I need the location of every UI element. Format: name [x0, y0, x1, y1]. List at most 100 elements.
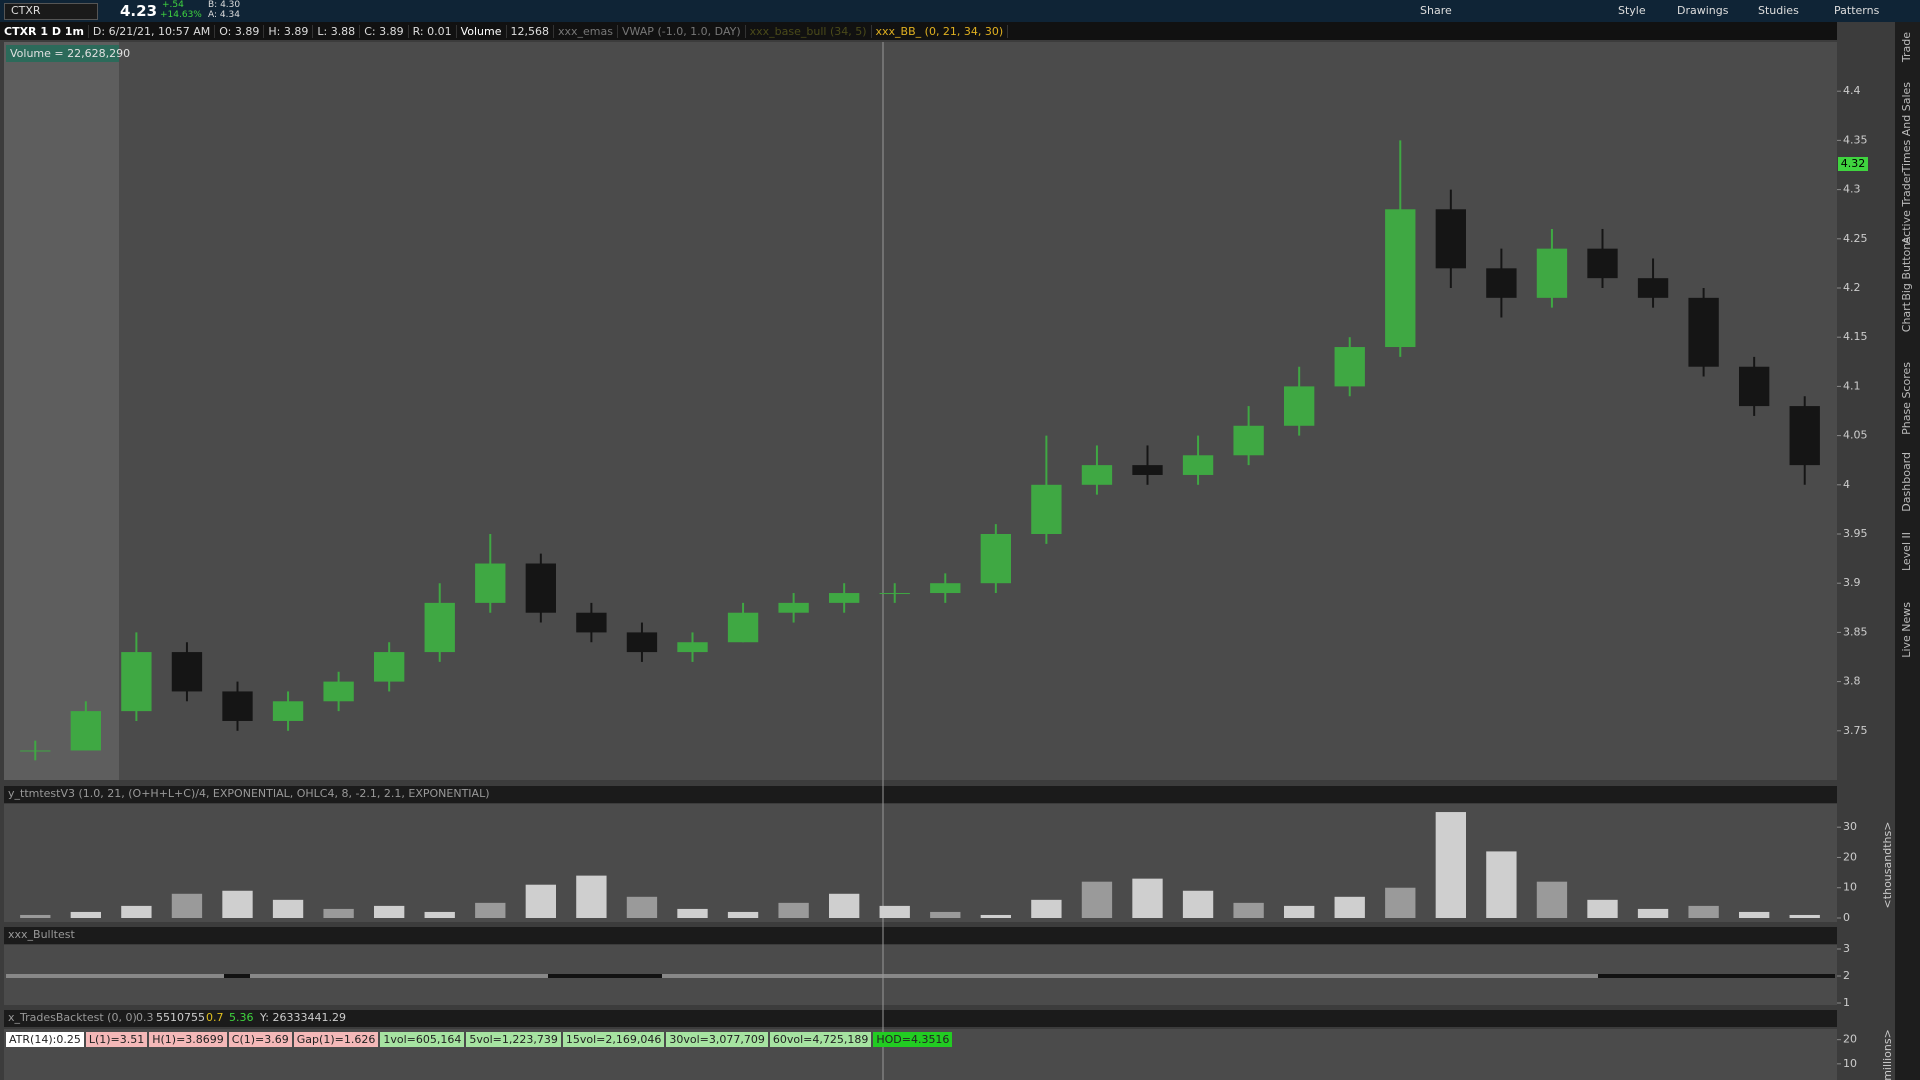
candle-body	[1132, 465, 1163, 475]
stat: Gap(1)=1.626	[293, 1032, 379, 1047]
histogram-bar	[1739, 911, 1770, 918]
candle-body	[323, 681, 354, 702]
stat: C(1)=3.69	[228, 1032, 292, 1047]
candle-body	[1385, 209, 1416, 348]
histogram-bar	[475, 902, 506, 918]
histogram-bar	[121, 905, 152, 918]
backtest-field: 5.36	[229, 1011, 254, 1024]
study[interactable]: xxx_base_bull (34, 5)	[746, 24, 872, 38]
histogram-bar	[1587, 899, 1618, 918]
candle-body	[626, 632, 658, 653]
candle-body	[879, 593, 910, 595]
price-tag-bg	[1838, 157, 1868, 171]
y-tick-label: 4.3	[1843, 183, 1861, 196]
style-button[interactable]: Style	[1618, 4, 1646, 17]
studies-button[interactable]: Studies	[1758, 4, 1799, 17]
histogram-bar	[1132, 878, 1163, 918]
candle-body	[930, 583, 961, 594]
study[interactable]: xxx_BB_ (0, 21, 34, 30)	[872, 24, 1009, 38]
range: R: 0.01	[409, 24, 457, 38]
histogram-bar	[576, 875, 607, 918]
stat: 1vol=605,164	[380, 1032, 465, 1047]
momentum-panel	[4, 804, 1837, 922]
histogram-bar	[1031, 899, 1062, 918]
histogram-bar	[829, 893, 860, 918]
candle-body	[980, 534, 1011, 584]
y-tick-label: 10	[1843, 881, 1857, 894]
histogram-bar	[525, 884, 556, 918]
side-tab[interactable]: Big Buttons	[1900, 237, 1913, 301]
stat: 5vol=1,223,739	[466, 1032, 561, 1047]
premarket-shade	[4, 42, 119, 780]
high: H: 3.89	[264, 24, 314, 38]
change: +.54	[162, 0, 184, 10]
backtest-field: 5510755	[156, 1011, 205, 1024]
candle-body	[20, 750, 51, 752]
info-bar: CTXR 1 D 1m D: 6/21/21, 10:57 AM O: 3.89…	[0, 22, 1837, 40]
close: C: 3.89	[360, 24, 409, 38]
histogram-bar	[980, 914, 1011, 918]
candle-body	[1739, 366, 1770, 407]
y-tick-label: 3.8	[1843, 675, 1861, 688]
histogram-bar	[1334, 896, 1365, 918]
histogram-bar	[272, 899, 304, 918]
histogram-bar	[1284, 905, 1315, 918]
candle-body	[70, 711, 101, 751]
side-tab[interactable]: Dashboard	[1900, 452, 1913, 512]
study-label: x_TradesBacktest (0, 0)	[8, 1011, 137, 1024]
y-tick-label: 4.1	[1843, 379, 1861, 392]
candle-body	[778, 602, 809, 613]
y-tick-label: 3	[1843, 942, 1850, 955]
y-tick-label: 10	[1843, 1057, 1857, 1070]
study[interactable]: xxx_emas	[554, 24, 618, 38]
panel-header	[4, 1010, 1837, 1027]
stat: 15vol=2,169,046	[562, 1032, 665, 1047]
volume-bubble: Volume = 22,628,290	[10, 47, 130, 60]
share-button[interactable]: Share	[1420, 4, 1452, 17]
candle-body	[1031, 484, 1062, 534]
patterns-button[interactable]: Patterns	[1834, 4, 1880, 17]
histogram-bar	[1789, 914, 1820, 918]
y-tick-label: 4.2	[1843, 281, 1861, 294]
side-tab[interactable]: Chart	[1900, 302, 1913, 333]
drawings-button[interactable]: Drawings	[1677, 4, 1729, 17]
histogram-bar	[930, 911, 961, 918]
volume: 12,568	[507, 24, 554, 38]
histogram-bar	[1081, 881, 1113, 918]
y-tick-label: 4.4	[1843, 84, 1861, 97]
backtest-field: Y: 26333441.29	[259, 1011, 346, 1024]
study-label: y_ttmtestV3 (1.0, 21, (O+H+L+C)/4, EXPON…	[8, 787, 490, 800]
candle-body	[1587, 248, 1618, 279]
candle-body	[1435, 209, 1466, 269]
bid: B: 4.30	[208, 0, 241, 10]
panel-header	[4, 927, 1837, 944]
candle-body	[374, 652, 405, 682]
y-tick-label: 4	[1843, 478, 1850, 491]
side-tab[interactable]: Phase Scores	[1900, 362, 1913, 435]
y-tick-label: 2	[1843, 969, 1850, 982]
y-tick-label: 3.85	[1843, 625, 1868, 638]
side-tab[interactable]: Times And Sales	[1900, 82, 1913, 173]
y-tick-label: 20	[1843, 1033, 1857, 1046]
y-tick-label: 4.05	[1843, 429, 1868, 442]
candle-body	[1688, 297, 1719, 367]
histogram-bar	[171, 893, 203, 918]
histogram-bar	[20, 914, 51, 918]
volume-bubble-bg	[6, 45, 119, 62]
side-tab[interactable]: Active Trader	[1900, 172, 1913, 245]
histogram-bar	[626, 896, 658, 918]
y-tick-label: 4.15	[1843, 330, 1868, 343]
symbol-box[interactable]: CTXR	[4, 3, 98, 20]
candle-body	[1637, 278, 1669, 298]
candle-body	[424, 602, 455, 653]
side-tab[interactable]: Level II	[1900, 532, 1913, 572]
ask: A: 4.34	[208, 10, 240, 20]
side-tab[interactable]: Live News	[1900, 602, 1913, 658]
candle-body	[1536, 248, 1568, 298]
side-tab[interactable]: Trade	[1900, 32, 1913, 63]
y-tick-label: 3.95	[1843, 527, 1868, 540]
histogram-bar	[222, 890, 253, 918]
stats-row: ATR(14):0.25 L(1)=3.51 H(1)=3.8699 C(1)=…	[6, 1032, 954, 1047]
date: D: 6/21/21, 10:57 AM	[89, 24, 216, 38]
study[interactable]: VWAP (-1.0, 1.0, DAY)	[618, 24, 746, 38]
